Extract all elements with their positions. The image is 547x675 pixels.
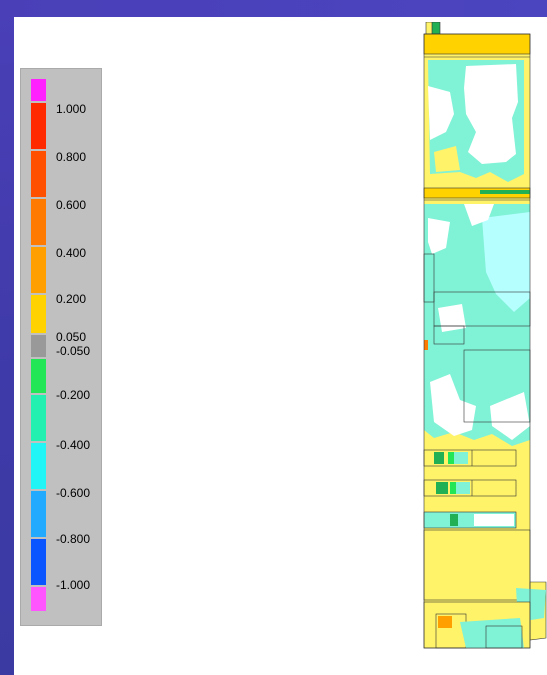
window-frame-left [0,0,14,675]
legend-tick-label: 1.000 [56,102,87,116]
legend-tick-label: -0.800 [56,532,91,546]
legend-tick-label: 0.800 [56,150,87,164]
legend-swatch [31,539,46,585]
legend-tick-label: 0.400 [56,246,87,260]
legend-swatch [31,295,46,333]
band-1-green-a [434,452,444,464]
mid-flange-highlight [480,190,530,194]
small-red-mark [424,340,428,350]
legend-swatch [31,199,46,245]
white-zone-upper [464,64,518,164]
window-frame-top [0,0,547,17]
legend-swatch [31,247,46,293]
base-cyan [460,618,524,648]
white-zone-lower-left [430,374,476,436]
outer-outline [423,33,531,649]
top-flange [423,33,531,55]
legend-swatch [31,335,46,357]
yellow-patch-upper [434,146,460,172]
legend-swatch [31,103,46,149]
legend-swatch [31,491,46,537]
legend-tick-label: 0.050 [56,330,87,344]
legend-tick-label: -0.200 [56,388,91,402]
aqua-zone-middle [482,212,530,312]
legend-tick-label: -1.000 [56,578,91,592]
legend-swatch [31,587,46,611]
legend-swatch [31,151,46,197]
white-zone-left [428,86,454,140]
band-1-green-b [448,452,454,464]
white-zone-mid-right [464,204,494,226]
white-zone-mid-left [428,218,450,254]
legend-tick-label: 0.200 [56,292,87,306]
band-3-white [474,514,514,526]
band-2-green-b [450,482,456,494]
band-3-green [450,514,458,526]
legend-swatch [31,395,46,441]
white-zone-lower-right [490,392,530,440]
inner-box-c [433,325,465,345]
contour-plot-svg [423,22,547,649]
band-2-cyan [456,482,470,494]
lower-body [423,529,531,601]
band-1-cyan [454,452,468,464]
legend-tick-label: -0.600 [56,486,91,500]
base-orange [438,616,452,628]
legend-swatch [31,359,46,393]
legend-tick-label: -0.400 [56,438,91,452]
color-legend: 1.000 0.800 0.600 0.400 0.200 0.050 -0.0… [20,68,102,626]
legend-tick-label: 0.600 [56,198,87,212]
legend-swatch [31,443,46,489]
contour-plot [420,22,547,652]
legend-swatch [31,79,46,101]
top-cap-green [431,22,441,35]
white-zone-middle [438,304,466,332]
band-2-green-a [436,482,448,494]
legend-tick-label: -0.050 [56,344,91,358]
